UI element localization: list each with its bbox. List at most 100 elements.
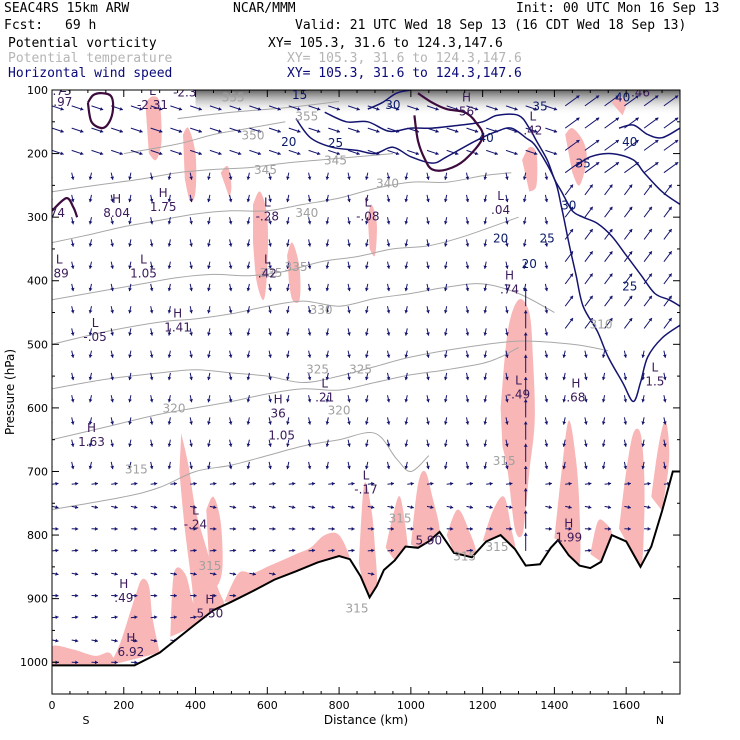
wind-vector [404, 261, 409, 269]
wind-vector-head [371, 527, 375, 531]
wind-vector [644, 505, 651, 509]
wind-vector-shaft [643, 95, 659, 107]
wind-vector-head [75, 548, 79, 553]
pv-extremum-value: .42 [258, 267, 277, 281]
wind-vector-head [483, 443, 488, 447]
wind-vector-head [404, 265, 409, 269]
wind-vector-head [252, 505, 256, 509]
wind-vector [128, 283, 132, 292]
pv-extremum-value: .97 [53, 95, 72, 109]
wind-vector [268, 372, 272, 381]
wind-vector-head [272, 481, 276, 486]
wind-vector [466, 505, 474, 509]
wind-vector [404, 328, 409, 336]
wind-vector [288, 527, 296, 531]
pv-extremum-value: -.05 [83, 330, 106, 344]
wind-vector-head [668, 273, 672, 277]
wind-vector-head [628, 251, 633, 255]
wind-vector [88, 395, 93, 403]
wind-vector [249, 127, 262, 133]
wind-vector [426, 105, 439, 111]
y-tick-label: 800 [27, 529, 48, 542]
wind-vector [465, 172, 470, 180]
wind-vector [111, 638, 118, 643]
wind-vector-head [509, 481, 513, 486]
theta-label: 315 [389, 511, 412, 525]
wind-vector-head [178, 107, 183, 111]
wind-vector-head [325, 399, 330, 403]
wind-vector [623, 417, 628, 425]
wind-vector-head [128, 465, 132, 470]
wind-speed-label: 35 [532, 99, 547, 113]
wind-vector [426, 239, 430, 247]
wind-vector-head [523, 488, 528, 492]
wind-vector [170, 548, 177, 553]
wind-vector-head [134, 527, 138, 531]
wind-vector [523, 332, 528, 351]
wind-vector [325, 439, 330, 447]
wind-vector-head [444, 421, 448, 425]
pv-low-marker: L [264, 253, 271, 267]
pv-fill-region-7 [385, 496, 408, 561]
wind-vector-head [218, 107, 222, 111]
wind-vector [307, 461, 312, 470]
wind-vector [662, 417, 667, 425]
wind-vector-head [252, 572, 256, 576]
wind-vector [347, 194, 351, 203]
wind-vector [483, 350, 488, 358]
wind-vector [110, 306, 114, 314]
wind-vector-head [246, 376, 251, 381]
pv-low-marker: L [92, 316, 99, 330]
wind-vector-head [444, 176, 448, 180]
wind-vector [268, 239, 272, 247]
wind-vector-head [426, 176, 430, 180]
wind-vector-head [252, 548, 256, 553]
wind-vector [128, 328, 132, 336]
wind-vector [465, 350, 470, 358]
wind-vector [268, 283, 272, 292]
wind-vector-head [489, 527, 493, 531]
wind-vector [465, 461, 470, 470]
wind-vector-head [55, 593, 59, 598]
wind-vector-head [509, 527, 513, 531]
wind-vector [228, 283, 233, 292]
pv-fill-region-21 [367, 204, 377, 257]
wind-vector [88, 194, 93, 203]
wind-vector [170, 149, 183, 156]
wind-vector [110, 172, 114, 180]
wind-vector-head [149, 310, 154, 314]
wind-vector [386, 261, 391, 269]
wind-vector [544, 261, 549, 269]
wind-vector-head [207, 310, 211, 314]
wind-vector [545, 505, 552, 509]
wind-vector-head [628, 184, 633, 188]
wind-vector [286, 439, 290, 447]
wind-vector-head [173, 505, 177, 509]
wind-vector-head [562, 421, 567, 425]
wind-vector-head [189, 376, 193, 381]
wind-vector [111, 127, 124, 133]
wind-vector [325, 350, 330, 358]
wind-vector [268, 417, 272, 425]
wind-vector [128, 217, 132, 225]
pv-fill-region-14 [619, 428, 645, 568]
wind-vector-head [444, 265, 448, 269]
wind-vector-head [228, 376, 233, 381]
wind-vector-head [311, 481, 316, 486]
wind-vector [190, 105, 203, 111]
wind-vector-head [648, 184, 652, 188]
wind-vector-head [128, 265, 132, 269]
pv-high-marker: H [173, 307, 182, 321]
wind-vector-head [365, 332, 369, 336]
wind-vector [325, 328, 330, 336]
wind-vector-head [654, 140, 659, 144]
wind-vector [325, 461, 330, 470]
wind-vector [307, 306, 312, 314]
wind-vector-head [207, 176, 211, 180]
wind-vector [663, 117, 679, 129]
wind-vector [130, 505, 138, 509]
wind-vector-head [218, 151, 222, 156]
wind-vector [246, 217, 251, 225]
wind-vector-head [80, 151, 84, 156]
wind-vector [483, 283, 488, 292]
